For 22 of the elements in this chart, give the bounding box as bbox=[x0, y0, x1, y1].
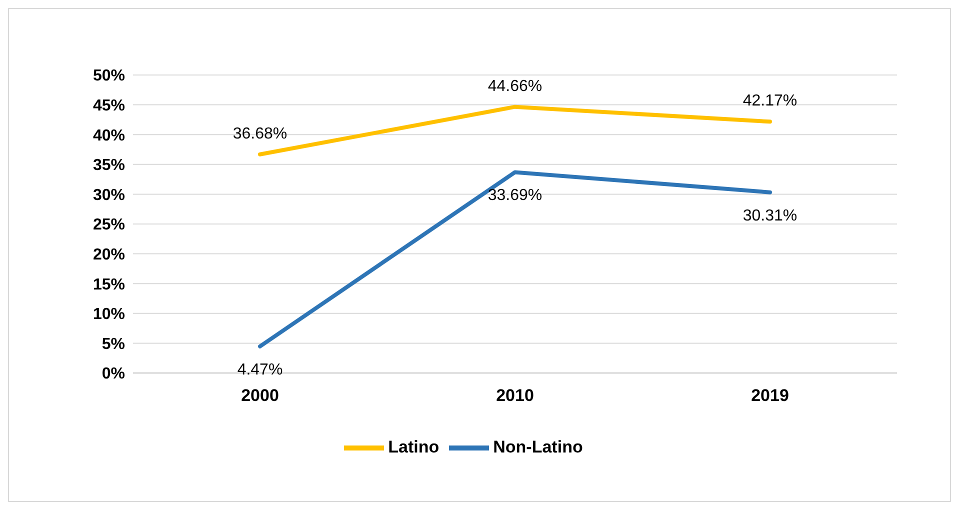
data-label: 36.68% bbox=[232, 125, 288, 142]
legend-label: Non-Latino bbox=[493, 437, 583, 456]
y-tick-label: 30% bbox=[92, 186, 125, 204]
data-label: 42.17% bbox=[742, 92, 798, 110]
y-tick-label: 10% bbox=[92, 306, 125, 324]
data-label: 33.69% bbox=[488, 187, 542, 204]
x-tick-label: 2010 bbox=[496, 386, 534, 406]
y-tick-label: 5% bbox=[102, 336, 125, 353]
data-label: 30.31% bbox=[742, 207, 798, 224]
y-tick-label: 50% bbox=[92, 68, 125, 85]
y-tick-label: 15% bbox=[92, 276, 125, 294]
y-tick-label: 0% bbox=[102, 366, 125, 383]
y-tick-label: 40% bbox=[92, 127, 125, 144]
y-tick-label: 20% bbox=[92, 246, 125, 264]
data-label: 44.66% bbox=[488, 78, 542, 95]
legend-label: Latino bbox=[388, 437, 440, 456]
data-label: 4.47% bbox=[237, 361, 283, 378]
x-tick-label: 2000 bbox=[241, 386, 279, 406]
y-tick-label: 25% bbox=[92, 216, 125, 234]
y-tick-label: 35% bbox=[92, 157, 125, 174]
y-tick-label: 45% bbox=[92, 97, 125, 114]
x-tick-label: 2019 bbox=[751, 386, 789, 406]
